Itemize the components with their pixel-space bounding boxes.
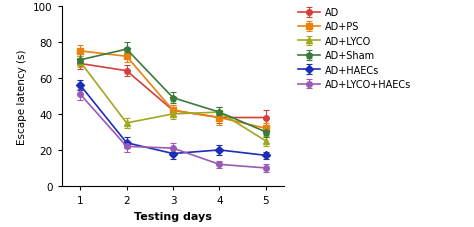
Legend: AD, AD+PS, AD+LYCO, AD+Sham, AD+HAECs, AD+LYCO+HAECs: AD, AD+PS, AD+LYCO, AD+Sham, AD+HAECs, A… <box>298 8 410 90</box>
Y-axis label: Escape latency (s): Escape latency (s) <box>18 49 27 144</box>
X-axis label: Testing days: Testing days <box>134 211 212 221</box>
